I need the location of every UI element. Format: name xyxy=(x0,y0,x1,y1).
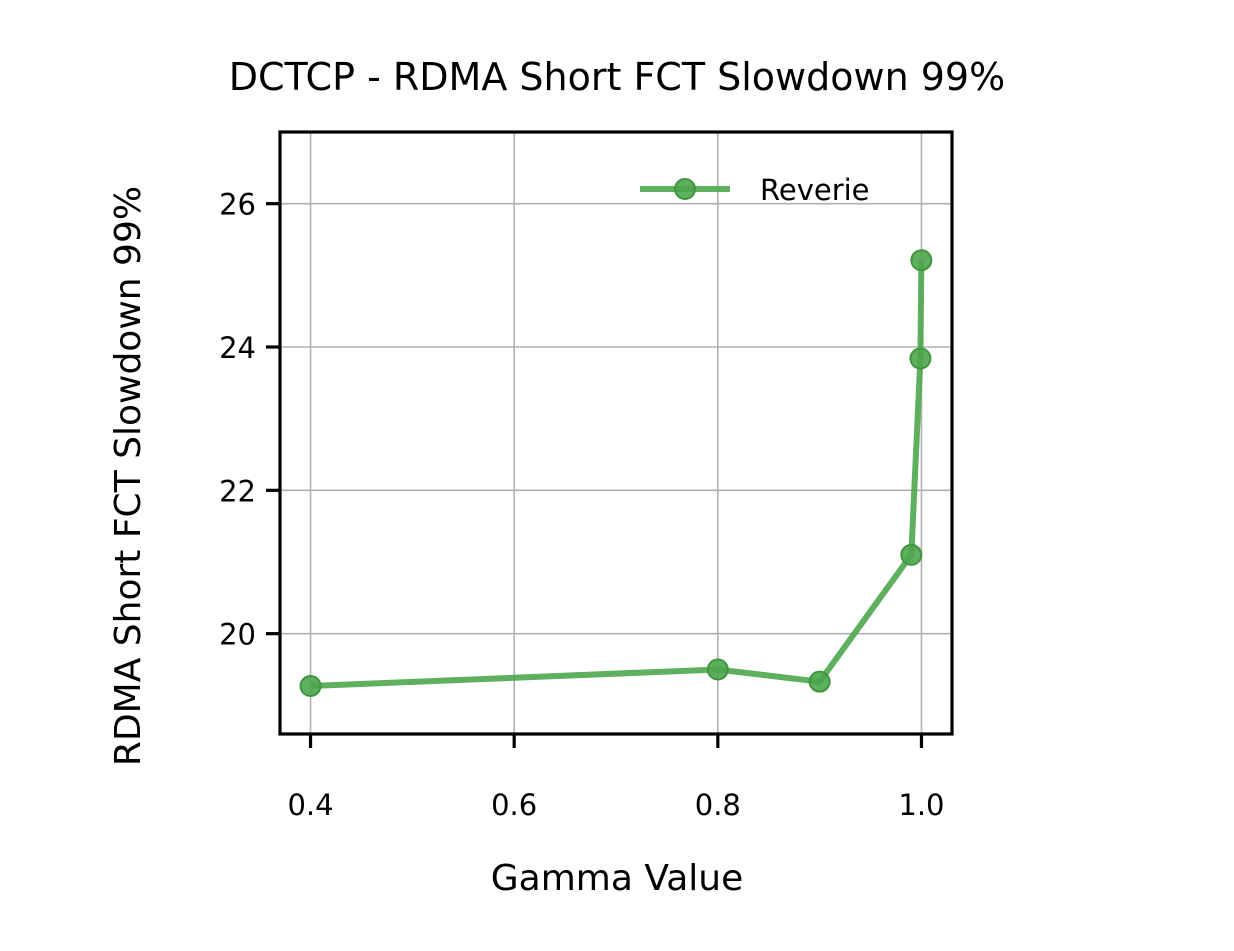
data-point xyxy=(910,249,933,272)
data-point xyxy=(706,658,729,681)
x-tick-label: 0.6 xyxy=(491,788,537,822)
x-axis-label: Gamma Value xyxy=(491,858,743,899)
data-point xyxy=(909,347,932,370)
grid xyxy=(280,132,952,734)
data-point xyxy=(900,543,923,566)
legend-marker xyxy=(674,178,696,200)
x-tick-label: 1.0 xyxy=(898,788,944,822)
data-point xyxy=(808,670,831,693)
y-tick-label: 22 xyxy=(219,474,256,508)
legend: Reverie xyxy=(640,173,870,207)
data-point xyxy=(299,674,322,697)
y-axis-label: RDMA Short FCT Slowdown 99% xyxy=(108,186,149,766)
plot-frame xyxy=(278,130,954,736)
y-tick-label: 20 xyxy=(219,618,256,652)
chart-title: DCTCP - RDMA Short FCT Slowdown 99% xyxy=(229,55,1005,99)
x-tick-label: 0.8 xyxy=(695,788,741,822)
y-tick-label: 24 xyxy=(219,331,256,365)
y-tick-label: 26 xyxy=(219,188,256,222)
x-tick-label: 0.4 xyxy=(287,788,333,822)
legend-label: Reverie xyxy=(760,173,870,207)
axis-ticks: 0.4 0.6 0.8 1.0 20 22 24 26 xyxy=(219,188,944,822)
series-line xyxy=(310,260,925,689)
series-layer xyxy=(299,249,933,697)
